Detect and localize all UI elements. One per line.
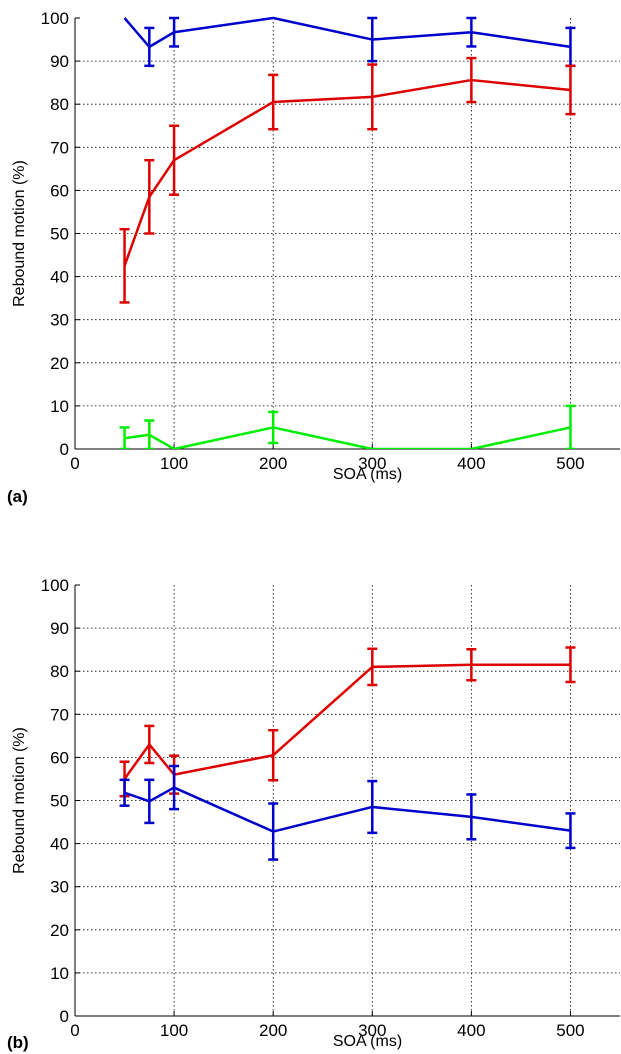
error-bar xyxy=(466,793,477,841)
error-bar xyxy=(367,63,378,131)
y-tick-label: 80 xyxy=(50,95,69,114)
y-tick-label: 20 xyxy=(50,354,69,373)
x-tick-label: 100 xyxy=(160,454,188,473)
error-bar xyxy=(144,724,155,765)
error-bar xyxy=(367,779,378,835)
y-tick-label: 90 xyxy=(50,52,69,71)
x-tick-label: 200 xyxy=(259,1021,287,1040)
y-tick-label: 0 xyxy=(60,1007,69,1026)
y-tick-label: 70 xyxy=(50,705,69,724)
error-bar xyxy=(169,124,180,196)
x-tick-label: 500 xyxy=(556,454,584,473)
error-bar xyxy=(367,16,378,63)
error-bar xyxy=(169,16,180,48)
error-bar xyxy=(466,647,477,682)
y-tick-label: 60 xyxy=(50,181,69,200)
error-bar xyxy=(144,158,155,235)
error-bar xyxy=(367,647,378,687)
y-tick-label: 40 xyxy=(50,835,69,854)
error-bar xyxy=(466,56,477,104)
x-tick-label: 400 xyxy=(457,1021,485,1040)
x-tick-label: 500 xyxy=(556,1021,584,1040)
error-bar xyxy=(144,419,155,449)
y-tick-label: 50 xyxy=(50,792,69,811)
y-tick-label: 10 xyxy=(50,397,69,416)
error-bar xyxy=(565,812,576,850)
y-tick-label: 30 xyxy=(50,878,69,897)
x-tick-label: 400 xyxy=(457,454,485,473)
y-axis-label: Rebound motion (%) xyxy=(11,160,28,307)
x-axis-label: SOA (ms) xyxy=(333,466,402,483)
x-tick-label: 200 xyxy=(259,454,287,473)
x-tick-label: 0 xyxy=(70,1021,79,1040)
x-tick-label: 300 xyxy=(358,454,386,473)
error-bar xyxy=(119,227,130,304)
error-bar xyxy=(144,778,155,825)
error-bar xyxy=(565,404,576,449)
y-tick-label: 100 xyxy=(41,9,69,28)
panel-label: (a) xyxy=(7,487,28,506)
series-0 xyxy=(123,16,576,68)
error-bar xyxy=(119,778,130,807)
chart-panel-b: 0 10 20 30 40 50 60 70 80 90 100 0 100 200 300 400 500 SO… xyxy=(7,576,620,1052)
y-tick-label: 50 xyxy=(50,225,69,244)
y-tick-label: 90 xyxy=(50,619,69,638)
x-axis-label: SOA (ms) xyxy=(333,1033,402,1050)
error-bar xyxy=(268,802,279,861)
y-tick-label: 30 xyxy=(50,311,69,330)
x-tick-label: 100 xyxy=(160,1021,188,1040)
y-tick-label: 100 xyxy=(41,576,69,595)
series-1 xyxy=(119,56,576,304)
y-tick-label: 70 xyxy=(50,138,69,157)
y-tick-label: 0 xyxy=(60,440,69,459)
error-bar xyxy=(169,764,180,811)
series-2 xyxy=(119,404,576,449)
error-bar xyxy=(565,64,576,116)
x-tick-label: 0 xyxy=(70,454,79,473)
error-bar xyxy=(268,728,279,782)
error-bar xyxy=(144,26,155,68)
error-bar xyxy=(466,16,477,48)
series-1 xyxy=(119,764,576,861)
error-bar xyxy=(268,410,279,445)
error-bar xyxy=(268,73,279,131)
y-axis-label: Rebound motion (%) xyxy=(11,727,28,874)
y-tick-label: 60 xyxy=(50,748,69,767)
y-tick-label: 40 xyxy=(50,268,69,287)
x-tick-label: 300 xyxy=(358,1021,386,1040)
y-tick-label: 20 xyxy=(50,921,69,940)
panel-label: (b) xyxy=(7,1033,29,1052)
error-bar xyxy=(119,426,130,449)
y-tick-label: 80 xyxy=(50,662,69,681)
chart-panel-a: 0 10 20 30 40 50 60 70 80 90 100 0 100 200 300 400 500 SO… xyxy=(7,9,620,506)
error-bar xyxy=(565,646,576,684)
y-tick-label: 10 xyxy=(50,964,69,983)
